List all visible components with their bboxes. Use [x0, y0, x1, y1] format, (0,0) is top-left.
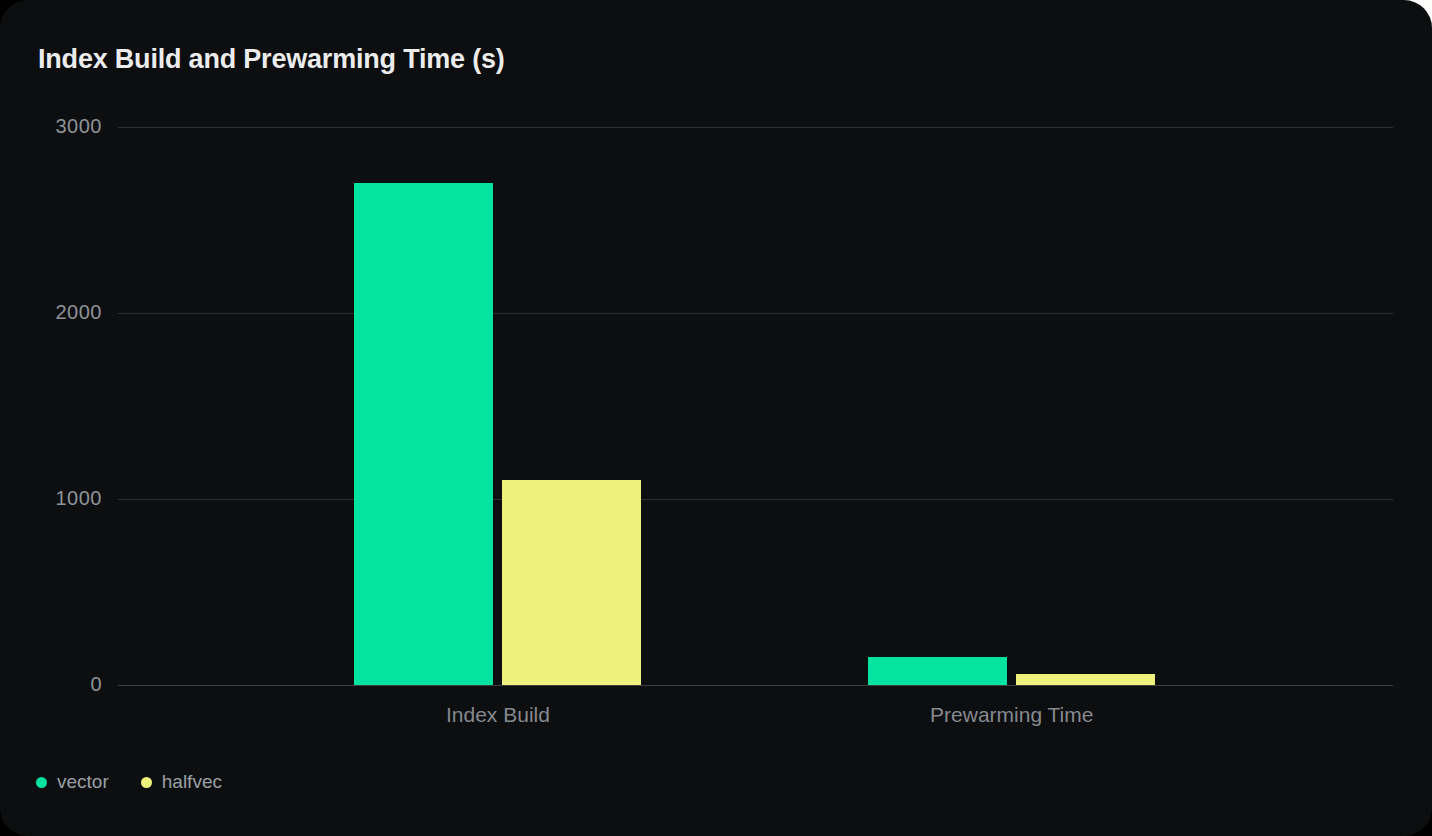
- bar-halfvec-prewarming-time: [1016, 674, 1155, 685]
- page-background: { "card": { "title": "Index Build and Pr…: [0, 0, 1432, 836]
- plot-area: 3000200010000Index BuildPrewarming Time: [118, 127, 1393, 685]
- legend-swatch-halfvec: [141, 777, 152, 788]
- chart-title: Index Build and Prewarming Time (s): [38, 44, 505, 75]
- bar-vector-index-build: [354, 183, 493, 685]
- y-tick-label-1000: 1000: [12, 487, 102, 510]
- x-axis-label-index-build: Index Build: [446, 703, 550, 727]
- bar-halfvec-index-build: [502, 480, 641, 685]
- y-tick-label-2000: 2000: [12, 301, 102, 324]
- legend-swatch-vector: [36, 777, 47, 788]
- gridline-1000: [118, 499, 1393, 500]
- legend: vector halfvec: [36, 771, 222, 793]
- gridline-2000: [118, 313, 1393, 314]
- y-tick-label-0: 0: [12, 673, 102, 696]
- legend-label-halfvec: halfvec: [162, 771, 222, 793]
- gridline-3000: [118, 127, 1393, 128]
- gridline-0: [118, 685, 1393, 686]
- x-axis-label-prewarming-time: Prewarming Time: [930, 703, 1093, 727]
- y-tick-label-3000: 3000: [12, 115, 102, 138]
- legend-item-vector: vector: [36, 771, 109, 793]
- legend-item-halfvec: halfvec: [141, 771, 222, 793]
- bar-vector-prewarming-time: [868, 657, 1007, 685]
- chart-card: Index Build and Prewarming Time (s) 3000…: [0, 0, 1432, 836]
- legend-label-vector: vector: [57, 771, 109, 793]
